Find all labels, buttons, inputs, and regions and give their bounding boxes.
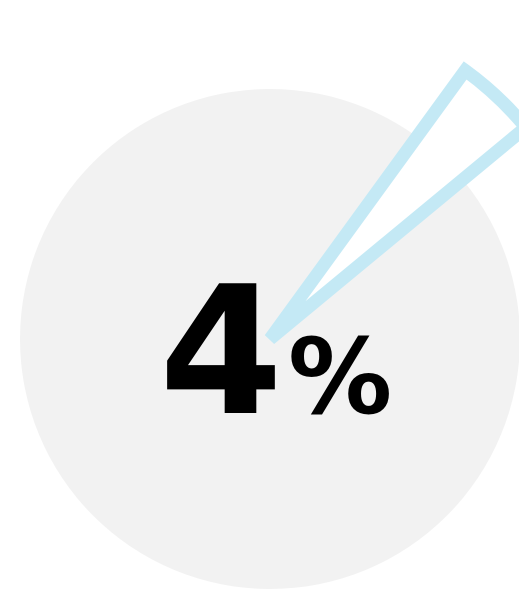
pie-slice-highlight	[264, 61, 519, 345]
percentage-sign: %	[288, 316, 392, 438]
percentage-value: 4	[159, 248, 283, 455]
